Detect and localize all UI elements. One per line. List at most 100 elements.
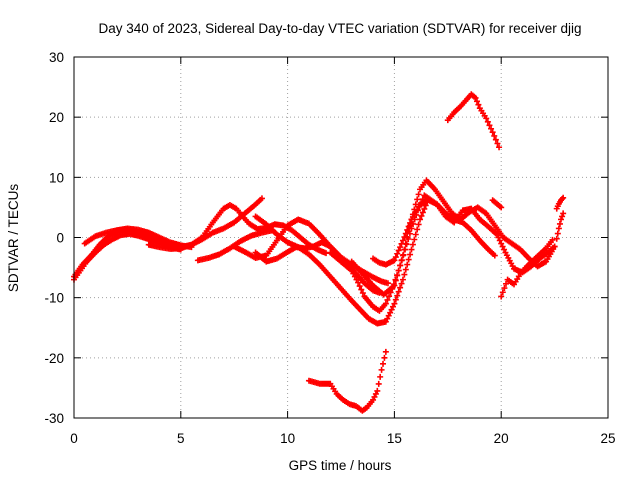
x-tick-labels: 0 5 10 15 20 25 (70, 431, 615, 446)
data-point (412, 231, 419, 238)
data-point (418, 212, 425, 219)
data-point (353, 276, 360, 283)
data-point (499, 289, 506, 296)
data-point (356, 283, 363, 290)
data-point (483, 115, 490, 122)
data-point (553, 235, 560, 242)
plot-frame (73, 56, 609, 419)
series-arc-13 (444, 91, 503, 151)
data-point (405, 223, 412, 230)
x-tick-label: 0 (70, 431, 78, 446)
data-point (501, 285, 508, 292)
data-point (388, 306, 395, 313)
data-point (389, 303, 396, 310)
data-point (402, 230, 409, 237)
chart-title: Day 340 of 2023, Sidereal Day-to-day VTE… (99, 21, 582, 36)
data-point (503, 280, 510, 287)
x-tick-label: 20 (494, 431, 509, 446)
data-point (421, 205, 428, 212)
data-point (409, 241, 416, 248)
grid-lines (74, 57, 608, 418)
x-tick-label: 25 (600, 431, 615, 446)
data-point (472, 94, 479, 101)
series-arc-4 (145, 195, 265, 252)
y-tick-label: -10 (44, 291, 64, 306)
data-point (560, 194, 567, 201)
x-tick-label: 5 (177, 431, 185, 446)
data-point (377, 373, 384, 380)
data-point (398, 257, 405, 264)
series-arc-12 (305, 348, 389, 414)
y-tick-label: 20 (49, 110, 64, 125)
data-point (358, 286, 365, 293)
data-point (384, 315, 391, 322)
data-point (391, 300, 398, 307)
series-arc-15 (489, 197, 505, 211)
data-point (498, 240, 505, 247)
data-point (408, 246, 415, 253)
data-point (384, 280, 391, 287)
x-axis-label: GPS time / hours (289, 458, 392, 473)
data-point (398, 240, 405, 247)
data-point (258, 195, 265, 202)
data-point (558, 216, 565, 223)
data-point (405, 256, 412, 263)
data-point (415, 191, 422, 198)
data-point (491, 132, 498, 139)
data-point (397, 244, 404, 251)
data-point (488, 125, 495, 132)
data-point (473, 98, 480, 105)
data-point (556, 220, 563, 227)
data-point (397, 262, 404, 269)
data-point (372, 390, 379, 397)
data-point (374, 387, 381, 394)
data-point (407, 219, 414, 226)
data-point (491, 252, 498, 259)
data-point (492, 136, 499, 143)
data-point (398, 280, 405, 287)
data-point (382, 348, 389, 355)
data-point (387, 309, 394, 316)
data-point (494, 140, 501, 147)
data-point (394, 250, 401, 257)
data-point (394, 292, 401, 299)
data-point (551, 243, 558, 250)
data-point (475, 101, 482, 108)
x-tick-label: 10 (280, 431, 295, 446)
data-point (391, 257, 398, 264)
data-point (397, 284, 404, 291)
y-tick-label: -30 (44, 411, 64, 426)
data-point (392, 296, 399, 303)
data-point (378, 366, 385, 373)
data-point (384, 296, 391, 303)
data-point (495, 234, 502, 241)
data-point (496, 237, 503, 244)
y-tick-label: 10 (49, 170, 64, 185)
data-point (391, 282, 398, 289)
y-tick-labels: -30 -20 -10 0 10 20 30 (44, 50, 64, 426)
data-point (496, 144, 503, 151)
data-point (394, 272, 401, 279)
data-point (501, 246, 508, 253)
data-point (395, 288, 402, 295)
data-point (489, 129, 496, 136)
data-point (392, 254, 399, 261)
x-tick-label: 15 (387, 431, 402, 446)
series-arc-17 (553, 194, 567, 212)
data-point (355, 279, 362, 286)
data-point (417, 216, 424, 223)
data-point (414, 196, 421, 203)
data-point (560, 210, 567, 217)
data-point (350, 270, 357, 277)
data-point (399, 237, 406, 244)
y-axis-label: SDTVAR / TECUs (6, 184, 21, 293)
data-point (381, 354, 388, 361)
data-point (351, 273, 358, 280)
data-point (499, 243, 506, 250)
data-point (395, 247, 402, 254)
data-point (399, 276, 406, 283)
data-point (401, 246, 408, 253)
data-point (414, 226, 421, 233)
data-point (385, 312, 392, 319)
